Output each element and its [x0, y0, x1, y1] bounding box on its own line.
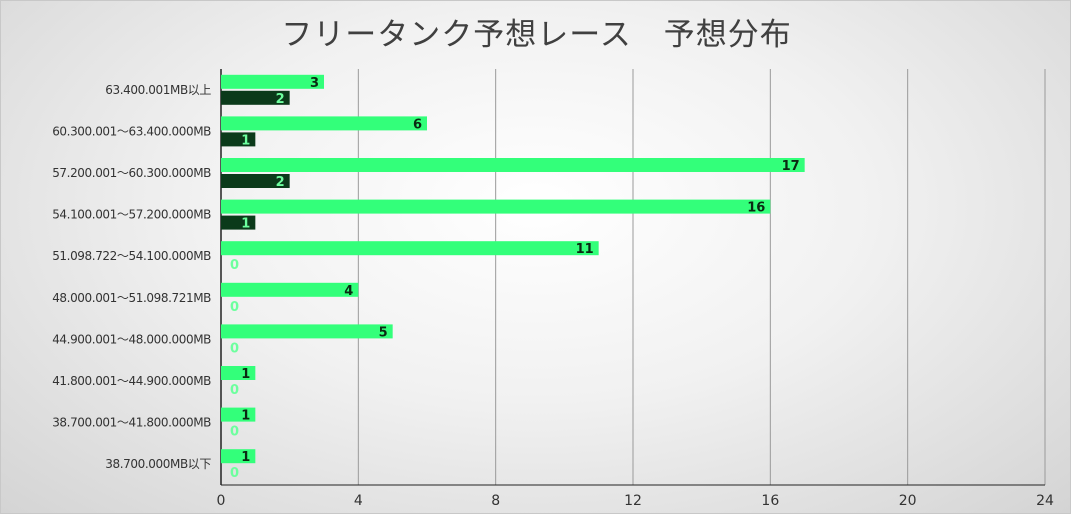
- data-label: 16: [747, 201, 765, 216]
- bar: [221, 449, 256, 464]
- bar: [221, 199, 771, 214]
- bar: [221, 282, 359, 297]
- category-label: 60.300.001～63.400.000MB: [52, 124, 211, 138]
- data-label: 4: [344, 284, 353, 299]
- data-label: 3: [310, 76, 319, 91]
- data-label: 0: [230, 341, 239, 356]
- data-label: 1: [241, 217, 250, 232]
- data-label: 2: [276, 175, 285, 190]
- category-label: 51.098.722～54.100.000MB: [52, 249, 211, 263]
- bar: [221, 366, 256, 380]
- data-label: 6: [413, 117, 422, 132]
- x-tick-label: 8: [491, 493, 500, 509]
- data-label: 0: [230, 300, 239, 315]
- category-label: 38.700.001～41.800.000MB: [52, 416, 211, 430]
- bar: [221, 324, 393, 339]
- x-tick-label: 24: [1036, 493, 1054, 509]
- data-label: 0: [230, 425, 239, 440]
- category-label: 54.100.001～57.200.000MB: [52, 208, 211, 222]
- data-label: 5: [379, 325, 388, 340]
- category-label: 63.400.001MB以上: [105, 83, 211, 97]
- data-label: 0: [230, 466, 239, 481]
- bar: [221, 215, 256, 230]
- data-label: 2: [276, 92, 285, 107]
- category-label: 44.900.001～48.000.000MB: [52, 332, 211, 346]
- bar: [221, 74, 324, 89]
- category-label: 48.000.001～51.098.721MB: [52, 291, 211, 305]
- data-label: 1: [241, 409, 250, 424]
- data-label: 1: [241, 367, 250, 382]
- bar: [221, 116, 427, 131]
- x-tick-label: 20: [899, 493, 917, 509]
- x-tick-label: 4: [354, 493, 363, 509]
- data-label: 11: [576, 242, 594, 257]
- x-tick-label: 16: [761, 493, 779, 509]
- data-label: 17: [782, 159, 800, 174]
- bar: [221, 174, 290, 188]
- x-tick-label: 12: [624, 493, 642, 509]
- chart-title: フリータンク予想レース 予想分布: [281, 17, 792, 53]
- category-label: 38.700.000MB以下: [105, 457, 211, 471]
- x-tick-label: 0: [217, 493, 226, 509]
- data-label: 1: [241, 133, 250, 148]
- category-label: 41.800.001～44.900.000MB: [52, 374, 211, 388]
- data-label: 1: [241, 450, 250, 465]
- bar: [221, 90, 290, 105]
- bar: [221, 158, 805, 172]
- bar: [221, 132, 256, 147]
- data-label: 0: [230, 383, 239, 398]
- data-label: 0: [230, 258, 239, 273]
- category-label: 57.200.001～60.300.000MB: [52, 166, 211, 180]
- bar: [221, 241, 599, 256]
- bar: [221, 407, 256, 422]
